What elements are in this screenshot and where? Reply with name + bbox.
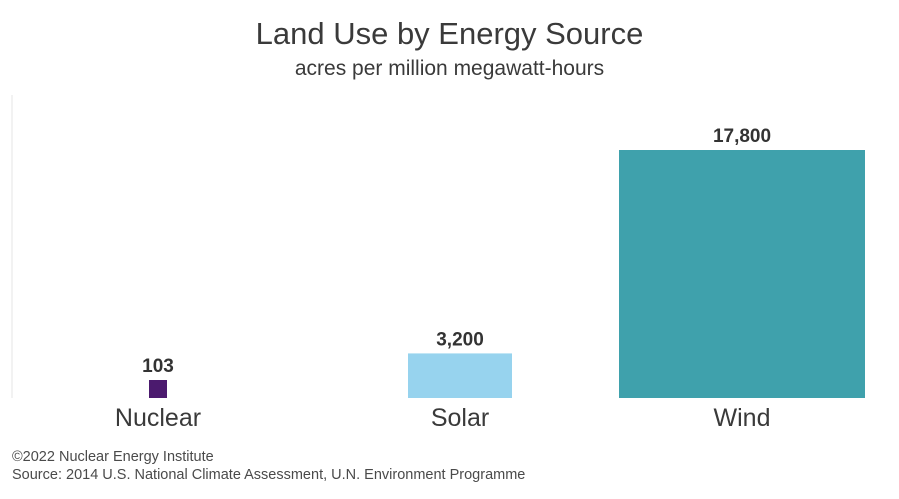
category-label-solar: Solar (431, 404, 489, 432)
bar-wind (619, 150, 865, 398)
bar-solar (408, 353, 512, 398)
chart-subtitle: acres per million megawatt-hours (294, 57, 605, 80)
category-label-wind: Wind (714, 404, 771, 432)
copyright-note: ©2022 Nuclear Energy Institute (12, 449, 214, 465)
chart-title: Land Use by Energy Source (255, 16, 644, 51)
data-label-nuclear: 103 (142, 356, 174, 377)
category-label-nuclear: Nuclear (115, 404, 201, 432)
data-label-wind: 17,800 (713, 126, 771, 147)
data-label-solar: 3,200 (436, 329, 484, 350)
bar-nuclear (149, 380, 167, 398)
source-note: Source: 2014 U.S. National Climate Asses… (12, 467, 526, 483)
